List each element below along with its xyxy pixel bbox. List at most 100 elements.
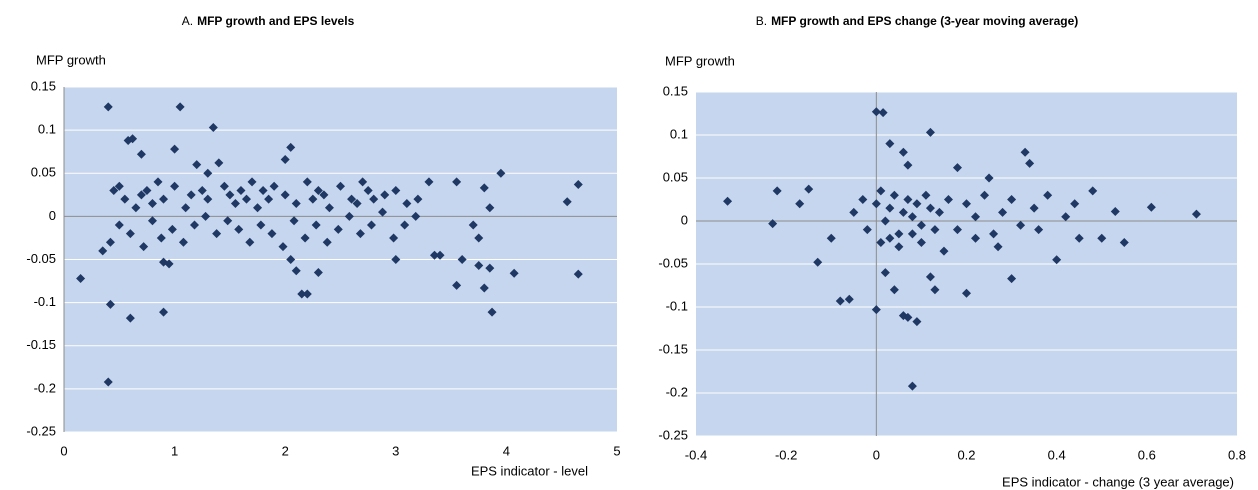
point — [496, 168, 506, 178]
point — [479, 183, 489, 193]
point — [880, 268, 890, 278]
y-tick-label: -0.25 — [26, 423, 56, 438]
x-tick-label: 3 — [392, 443, 399, 458]
chart-title: MFP growth and EPS levels — [197, 14, 354, 28]
point — [308, 194, 318, 204]
point — [333, 224, 343, 234]
y-tick-label: -0.1 — [666, 298, 688, 313]
point — [136, 190, 146, 200]
point — [225, 190, 235, 200]
point — [98, 246, 108, 256]
point — [136, 149, 146, 159]
point — [324, 203, 334, 213]
point — [903, 312, 913, 322]
point — [984, 173, 994, 183]
point — [898, 207, 908, 217]
y-tick-label: 0.15 — [31, 78, 56, 93]
point — [479, 283, 489, 293]
point — [1088, 186, 1098, 196]
point — [925, 127, 935, 137]
point — [487, 307, 497, 317]
point — [934, 207, 944, 217]
point — [998, 207, 1008, 217]
point — [378, 207, 388, 217]
point — [1043, 190, 1053, 200]
point — [509, 268, 519, 278]
point — [452, 280, 462, 290]
point — [925, 272, 935, 282]
point — [311, 220, 321, 230]
point — [916, 220, 926, 230]
panel-title: A. MFP growth and EPS levels — [182, 14, 355, 28]
point — [562, 197, 572, 207]
point — [980, 190, 990, 200]
point — [795, 199, 805, 209]
point — [125, 313, 135, 323]
point — [402, 198, 412, 208]
point — [139, 242, 149, 252]
point — [114, 181, 124, 191]
point — [468, 220, 478, 230]
y-tick-label: 0.05 — [663, 169, 688, 184]
point — [916, 238, 926, 247]
point — [962, 199, 971, 209]
point — [930, 225, 940, 235]
y-axis-title: MFP growth — [36, 52, 106, 67]
x-tick-label: 0 — [60, 443, 67, 458]
x-tick-label: 4 — [503, 443, 510, 458]
point — [1007, 274, 1017, 284]
point — [120, 194, 130, 204]
y-tick-label: 0 — [49, 208, 56, 223]
point — [234, 224, 244, 234]
point — [203, 168, 213, 178]
point — [1110, 207, 1120, 217]
point — [190, 220, 200, 230]
point — [885, 139, 895, 149]
point — [178, 237, 188, 247]
point — [871, 305, 881, 315]
point — [170, 181, 180, 191]
point — [1052, 255, 1062, 265]
point — [880, 216, 890, 226]
point — [1007, 195, 1017, 204]
point — [1097, 233, 1107, 243]
point — [1119, 238, 1129, 247]
x-tick-label: 0.4 — [1048, 447, 1066, 462]
point — [313, 186, 323, 195]
point — [898, 147, 908, 157]
point — [962, 288, 971, 298]
point — [1074, 233, 1084, 243]
point — [147, 198, 157, 208]
point — [336, 181, 345, 191]
point — [485, 203, 495, 213]
point — [214, 158, 224, 168]
point — [885, 233, 895, 243]
point — [389, 233, 399, 243]
y-tick-label: -0.1 — [34, 294, 56, 309]
point — [219, 181, 229, 191]
point — [223, 216, 233, 226]
point — [772, 186, 782, 196]
point — [302, 289, 312, 299]
point — [241, 194, 251, 204]
point — [1029, 203, 1039, 213]
point — [485, 263, 495, 273]
point — [889, 285, 899, 295]
point — [844, 294, 854, 304]
point — [256, 220, 266, 230]
point — [247, 177, 257, 187]
point — [258, 186, 268, 195]
point — [197, 186, 207, 195]
point — [885, 203, 895, 213]
point — [862, 225, 872, 235]
point — [147, 216, 157, 226]
point — [413, 194, 423, 204]
point — [871, 107, 881, 117]
point — [912, 199, 922, 209]
point — [826, 233, 836, 243]
point — [175, 102, 185, 112]
point — [430, 250, 440, 260]
point — [319, 190, 329, 200]
point — [573, 269, 583, 279]
point — [114, 220, 124, 230]
